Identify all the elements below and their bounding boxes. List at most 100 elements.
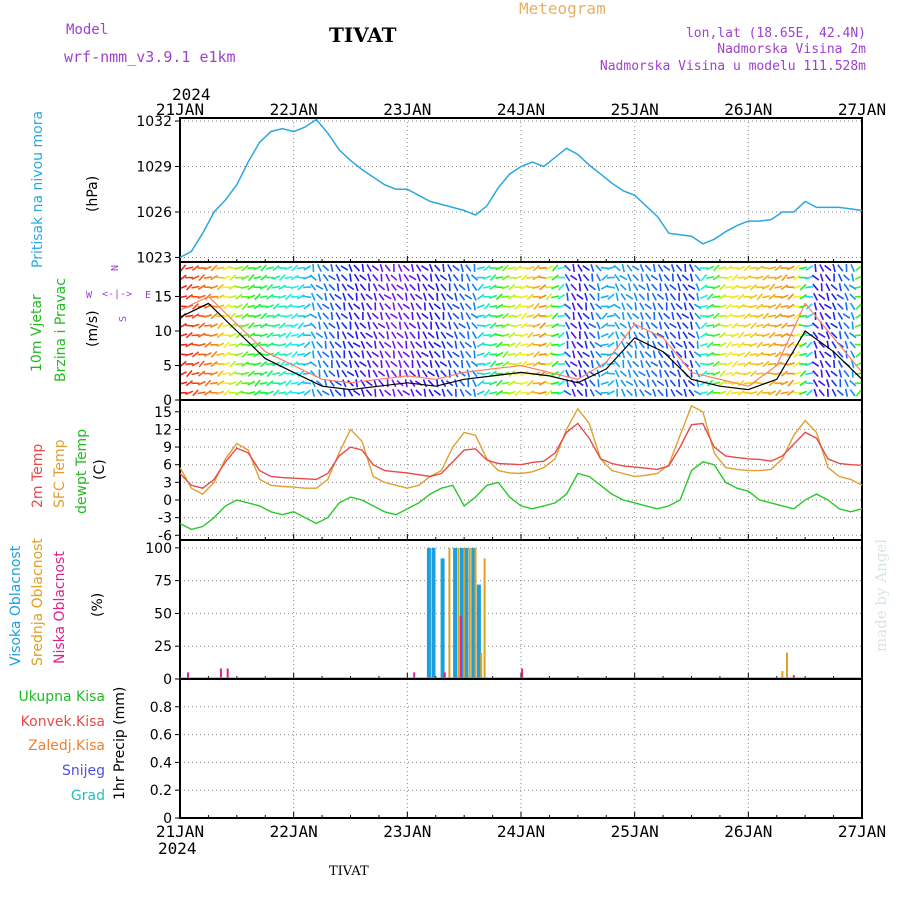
wind-barb: [290, 371, 299, 376]
wind-barb: [706, 276, 715, 280]
wind-barb: [583, 283, 589, 292]
wind-barb: [416, 321, 421, 330]
wind-barb: [577, 264, 583, 272]
wind-barb: [241, 264, 249, 272]
wind-barb: [836, 303, 844, 310]
wind-barb: [402, 351, 410, 358]
wind-barb: [675, 341, 683, 348]
wind-barb: [687, 379, 696, 387]
wind-barb: [472, 388, 477, 397]
wind-barb: [191, 361, 200, 367]
wind-barb: [532, 333, 541, 337]
wind-barb: [799, 352, 808, 357]
wind-barb: [718, 390, 727, 396]
y-tick-label: 0: [163, 493, 172, 509]
wind-barb: [411, 311, 414, 321]
wind-barb: [429, 359, 433, 369]
wind-barb: [403, 360, 410, 368]
precip-legend-hail: Grad: [71, 788, 105, 804]
wind-barb: [749, 390, 758, 395]
wind-barb: [570, 331, 577, 339]
wind-barb: [743, 285, 752, 290]
wind-barb: [577, 273, 582, 282]
wind-barb: [792, 333, 801, 338]
wind-barb: [849, 389, 856, 397]
wind-barb: [422, 379, 428, 388]
wind-barb: [384, 350, 391, 358]
wind-barb: [203, 324, 212, 327]
wind-barb: [792, 305, 801, 308]
wind-barb: [786, 303, 795, 310]
wind-barb: [260, 360, 268, 368]
wind-barb: [792, 295, 802, 299]
wind-barb: [551, 333, 560, 338]
wind-barb: [446, 302, 453, 311]
wind-barb: [538, 362, 547, 366]
wind-barb: [557, 304, 566, 309]
wind-barb: [359, 370, 367, 378]
wind-barb: [838, 321, 843, 330]
wind-barb: [576, 380, 584, 387]
cloud-bar: [413, 672, 416, 679]
wind-barb: [755, 324, 764, 328]
wind-barb: [601, 322, 609, 329]
wind-barb: [477, 380, 485, 387]
wind-barb: [440, 331, 447, 339]
wind-barb: [621, 302, 626, 311]
wind-barb: [743, 361, 752, 367]
wind-barb: [297, 332, 305, 339]
wind-barb: [473, 350, 476, 359]
wind-barb: [330, 263, 334, 273]
wind-barb: [448, 321, 452, 330]
wind-barb: [780, 294, 789, 300]
wind-barb: [538, 342, 547, 347]
y-tick-label: 9: [163, 440, 172, 456]
model-label: Model: [66, 22, 108, 38]
wind-barb: [482, 285, 491, 289]
wind-barb: [576, 293, 584, 300]
wind-barb: [328, 274, 336, 281]
wind-barb: [651, 292, 657, 301]
wind-barb: [489, 284, 497, 291]
wind-barb: [335, 312, 341, 320]
wind-barb: [260, 274, 268, 281]
wind-barb: [228, 370, 237, 377]
wind-barb: [316, 293, 323, 301]
wind-barb: [663, 360, 671, 368]
wind-barb: [565, 331, 570, 340]
wind-barb: [272, 275, 281, 280]
wind-barb: [544, 313, 553, 319]
wind-barb: [526, 303, 535, 309]
wind-barb: [762, 312, 770, 320]
wind-barb: [750, 322, 757, 330]
wind-barb: [440, 370, 447, 378]
wind-barb: [837, 264, 844, 272]
wind-barb: [614, 321, 620, 330]
wind-barb: [799, 314, 808, 318]
wind-barb: [501, 274, 510, 281]
wind-barb: [222, 382, 231, 385]
wind-barb: [284, 314, 293, 318]
wind-barb: [591, 273, 594, 282]
wind-barb: [737, 276, 746, 279]
wind-barb: [241, 285, 250, 289]
wind-barb: [619, 322, 628, 329]
wind-barb: [343, 302, 346, 311]
wind-barb: [632, 312, 640, 320]
wind-barb: [699, 294, 708, 300]
wind-barb: [434, 360, 441, 368]
wind-barb: [670, 388, 676, 397]
wind-barb: [315, 379, 324, 387]
wind-barb: [371, 351, 380, 358]
wind-barb: [254, 379, 261, 387]
panels: 1023102610291032051015-6-303691215025507…: [136, 114, 863, 827]
wind-barb: [235, 331, 243, 339]
wind-barb: [253, 389, 262, 396]
wind-barb: [402, 264, 410, 272]
wind-barb: [638, 332, 646, 339]
wind-barb: [489, 391, 498, 395]
wind-barb: [317, 273, 322, 282]
wind-barb: [222, 372, 231, 375]
wind-barb: [761, 343, 771, 347]
wind-barb: [619, 370, 627, 377]
